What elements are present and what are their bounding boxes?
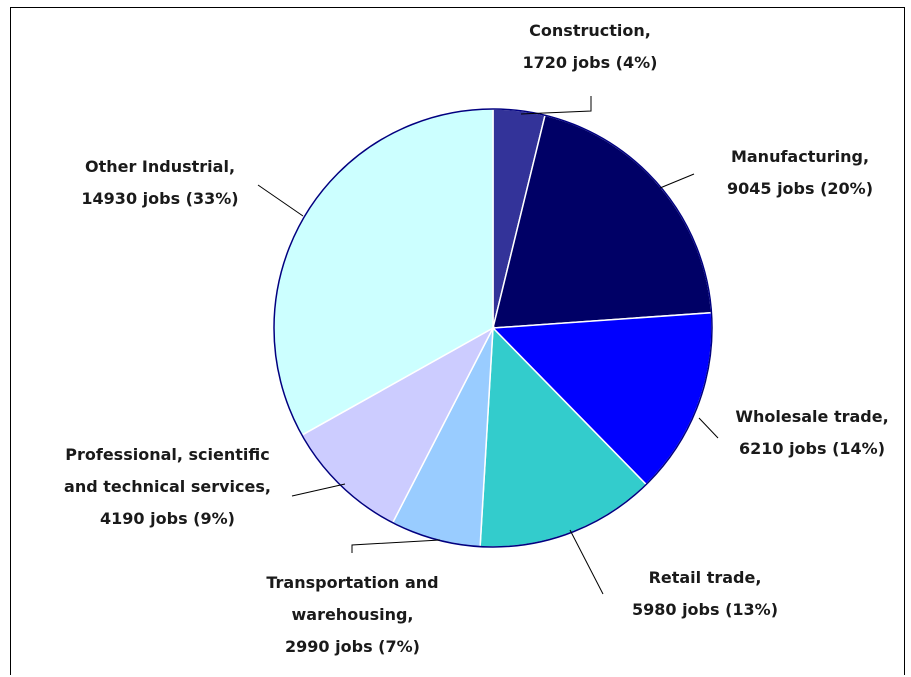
transportation-line-2: warehousing, (291, 605, 414, 624)
data-label-retail: Retail trade, 5980 jobs (13%) (610, 562, 800, 626)
leader-retail (569, 529, 604, 595)
data-label-construction: Construction, 1720 jobs (4%) (500, 15, 680, 79)
other-line-1: Other Industrial, (84, 157, 236, 176)
manufacturing-line-2: 9045 jobs (20%) (726, 179, 874, 198)
construction-line-1: Construction, (529, 21, 651, 40)
transportation-line-1: Transportation and (266, 573, 439, 592)
leader-wholesale (698, 417, 719, 439)
wholesale-line-1: Wholesale trade, (735, 407, 889, 426)
retail-line-2: 5980 jobs (13%) (631, 600, 779, 619)
data-label-professional: Professional, scientific and technical s… (35, 439, 300, 535)
professional-line-1: Professional, scientific (65, 445, 270, 464)
data-label-transportation: Transportation and warehousing, 2990 job… (235, 567, 470, 663)
professional-line-2: and technical services, (64, 477, 271, 496)
wholesale-line-2: 6210 jobs (14%) (738, 439, 886, 458)
leader-transportation (351, 539, 441, 553)
leader-professional (291, 483, 346, 497)
professional-line-3: 4190 jobs (9%) (100, 509, 235, 528)
manufacturing-line-1: Manufacturing, (730, 147, 870, 166)
data-label-manufacturing: Manufacturing, 9045 jobs (20%) (700, 141, 900, 205)
construction-line-2: 1720 jobs (4%) (522, 53, 658, 72)
leader-construction (520, 96, 592, 115)
leader-manufacturing (659, 173, 695, 189)
retail-line-1: Retail trade, (648, 568, 762, 587)
other-line-2: 14930 jobs (33%) (81, 189, 239, 208)
data-label-other: Other Industrial, 14930 jobs (33%) (55, 151, 265, 215)
transportation-line-3: 2990 jobs (7%) (285, 637, 420, 656)
pie-outline (273, 108, 713, 548)
leader-other (257, 184, 304, 217)
data-label-wholesale: Wholesale trade, 6210 jobs (14%) (717, 401, 907, 465)
